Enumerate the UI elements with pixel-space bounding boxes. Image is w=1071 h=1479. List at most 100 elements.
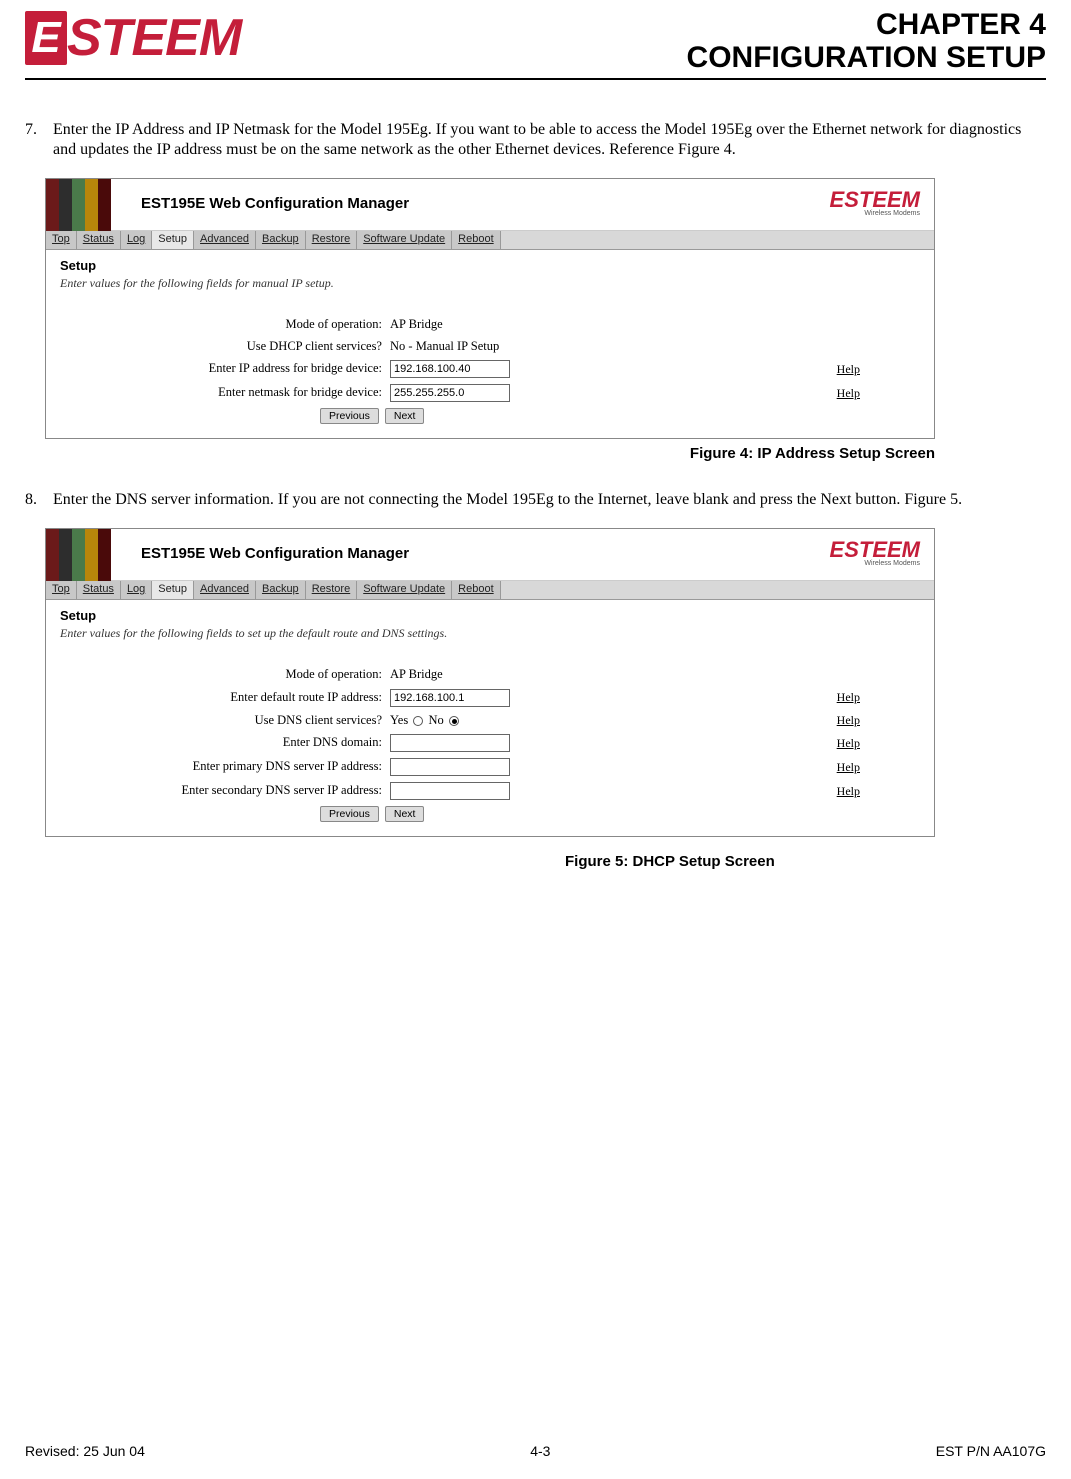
figure-5-caption: Figure 5: DHCP Setup Screen <box>25 853 935 872</box>
tab-bar: Top Status Log Setup Advanced Backup Res… <box>46 231 934 250</box>
netmask-input[interactable] <box>390 384 510 402</box>
field-value <box>390 384 590 402</box>
help-link[interactable]: Help <box>837 362 920 377</box>
logo-e-icon: E <box>25 11 67 65</box>
form-row-dns-domain: Enter DNS domain: Help <box>60 734 920 752</box>
bar <box>59 529 72 581</box>
field-value: AP Bridge <box>390 317 590 333</box>
form-row-mode: Mode of operation: AP Bridge <box>60 317 920 333</box>
figure-5-screenshot: EST195E Web Configuration Manager ESTEEM… <box>45 528 935 837</box>
secondary-dns-input[interactable] <box>390 782 510 800</box>
field-value: AP Bridge <box>390 667 590 683</box>
radio-no[interactable] <box>449 716 459 726</box>
tab-reboot[interactable]: Reboot <box>452 231 500 249</box>
field-value <box>390 782 590 800</box>
next-button[interactable]: Next <box>385 806 425 822</box>
step-number: 7. <box>25 120 53 160</box>
default-route-input[interactable] <box>390 689 510 707</box>
tab-top[interactable]: Top <box>46 581 77 599</box>
footer-part-number: EST P/N AA107G <box>936 1443 1046 1459</box>
form-row-secondary-dns: Enter secondary DNS server IP address: H… <box>60 782 920 800</box>
field-value <box>390 758 590 776</box>
field-label: Enter secondary DNS server IP address: <box>60 783 390 799</box>
previous-button[interactable]: Previous <box>320 408 379 424</box>
tab-restore[interactable]: Restore <box>306 581 358 599</box>
step-text: Enter the IP Address and IP Netmask for … <box>53 120 1046 160</box>
tab-advanced[interactable]: Advanced <box>194 581 256 599</box>
logo-text: ESTEEM <box>830 190 920 210</box>
chapter-title: CHAPTER 4 CONFIGURATION SETUP <box>687 8 1046 74</box>
form-row-ip-address: Enter IP address for bridge device: Help <box>60 360 920 378</box>
screenshot-body: Setup Enter values for the following fie… <box>46 600 934 837</box>
help-link[interactable]: Help <box>837 386 920 401</box>
tab-bar: Top Status Log Setup Advanced Backup Res… <box>46 581 934 600</box>
screenshot-header: EST195E Web Configuration Manager ESTEEM… <box>46 529 934 581</box>
logo-text: ESTEEM <box>830 540 920 560</box>
button-row: Previous Next <box>60 408 920 424</box>
color-bars-icon <box>46 529 111 581</box>
help-link[interactable]: Help <box>837 690 920 705</box>
step-text: Enter the DNS server information. If you… <box>53 490 1046 510</box>
chapter-number: CHAPTER 4 <box>687 8 1046 41</box>
esteem-logo: E STEEM <box>25 8 241 68</box>
figure-4-screenshot: EST195E Web Configuration Manager ESTEEM… <box>45 178 935 439</box>
tab-restore[interactable]: Restore <box>306 231 358 249</box>
help-link[interactable]: Help <box>837 784 920 799</box>
bar <box>46 529 59 581</box>
primary-dns-input[interactable] <box>390 758 510 776</box>
config-manager-title: EST195E Web Configuration Manager <box>141 195 830 214</box>
page-footer: Revised: 25 Jun 04 4-3 EST P/N AA107G <box>25 1442 1046 1459</box>
tab-setup[interactable]: Setup <box>152 581 194 599</box>
bar <box>72 529 85 581</box>
setup-heading: Setup <box>60 258 920 274</box>
tab-backup[interactable]: Backup <box>256 581 306 599</box>
tab-software-update[interactable]: Software Update <box>357 231 452 249</box>
field-label: Enter primary DNS server IP address: <box>60 759 390 775</box>
tab-status[interactable]: Status <box>77 581 121 599</box>
field-value: Yes No <box>390 713 590 729</box>
button-row: Previous Next <box>60 806 920 822</box>
tab-setup[interactable]: Setup <box>152 231 194 249</box>
setup-description: Enter values for the following fields to… <box>60 626 920 641</box>
field-label: Mode of operation: <box>60 667 390 683</box>
field-value <box>390 689 590 707</box>
field-label: Use DNS client services? <box>60 713 390 729</box>
tab-top[interactable]: Top <box>46 231 77 249</box>
previous-button[interactable]: Previous <box>320 806 379 822</box>
help-link[interactable]: Help <box>837 760 920 775</box>
radio-yes[interactable] <box>413 716 423 726</box>
footer-page-number: 4-3 <box>530 1443 550 1459</box>
tab-advanced[interactable]: Advanced <box>194 231 256 249</box>
next-button[interactable]: Next <box>385 408 425 424</box>
field-value <box>390 360 590 378</box>
help-link[interactable]: Help <box>837 736 920 751</box>
tab-backup[interactable]: Backup <box>256 231 306 249</box>
footer-revised: Revised: 25 Jun 04 <box>25 1443 145 1459</box>
help-link[interactable]: Help <box>837 713 920 728</box>
dns-domain-input[interactable] <box>390 734 510 752</box>
form-row-default-route: Enter default route IP address: Help <box>60 689 920 707</box>
bar <box>59 179 72 231</box>
tab-software-update[interactable]: Software Update <box>357 581 452 599</box>
bar <box>85 529 98 581</box>
tab-log[interactable]: Log <box>121 231 152 249</box>
form-row-netmask: Enter netmask for bridge device: Help <box>60 384 920 402</box>
form-row-mode: Mode of operation: AP Bridge <box>60 667 920 683</box>
field-value <box>390 734 590 752</box>
tab-reboot[interactable]: Reboot <box>452 581 500 599</box>
form-row-dns-client: Use DNS client services? Yes No Help <box>60 713 920 729</box>
step-number: 8. <box>25 490 53 510</box>
page-content: 7. Enter the IP Address and IP Netmask f… <box>25 120 1046 872</box>
screenshot-header: EST195E Web Configuration Manager ESTEEM… <box>46 179 934 231</box>
field-label: Enter DNS domain: <box>60 735 390 751</box>
bar <box>98 179 111 231</box>
radio-yes-label: Yes <box>390 713 408 727</box>
screenshot-body: Setup Enter values for the following fie… <box>46 250 934 439</box>
field-label: Use DHCP client services? <box>60 339 390 355</box>
tab-status[interactable]: Status <box>77 231 121 249</box>
ip-address-input[interactable] <box>390 360 510 378</box>
form-row-dhcp: Use DHCP client services? No - Manual IP… <box>60 339 920 355</box>
color-bars-icon <box>46 179 111 231</box>
page-header: E STEEM CHAPTER 4 CONFIGURATION SETUP <box>25 0 1046 80</box>
tab-log[interactable]: Log <box>121 581 152 599</box>
